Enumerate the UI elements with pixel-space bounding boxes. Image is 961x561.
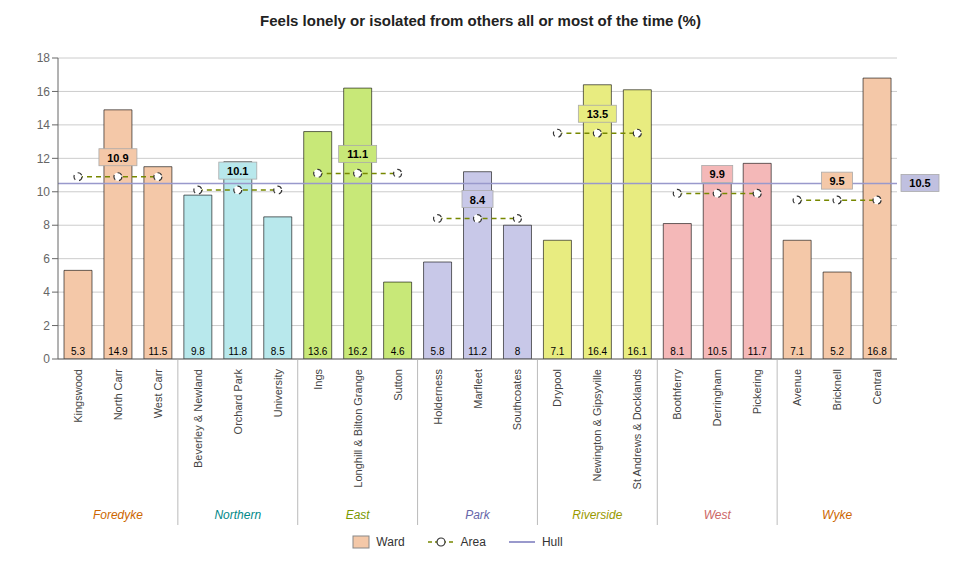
svg-text:Ings: Ings: [312, 369, 324, 390]
svg-text:West: West: [704, 508, 732, 522]
svg-text:Beverley & Newland: Beverley & Newland: [192, 369, 204, 468]
svg-text:10.5: 10.5: [909, 177, 930, 189]
svg-text:9.8: 9.8: [191, 346, 205, 357]
svg-text:Central: Central: [871, 369, 883, 404]
svg-text:12: 12: [37, 152, 51, 166]
svg-text:16: 16: [37, 85, 51, 99]
svg-text:8.1: 8.1: [670, 346, 684, 357]
svg-text:Park: Park: [465, 508, 491, 522]
svg-text:8: 8: [43, 218, 50, 232]
svg-text:18: 18: [37, 51, 51, 65]
svg-text:11.7: 11.7: [748, 346, 767, 357]
html-text:Ward: Ward: [376, 535, 405, 549]
svg-text:11.5: 11.5: [149, 346, 168, 357]
svg-text:10.5: 10.5: [708, 346, 728, 357]
html-text:Area: Area: [460, 535, 486, 549]
svg-text:11.8: 11.8: [228, 346, 247, 357]
svg-text:14: 14: [37, 118, 51, 132]
svg-text:Marfleet: Marfleet: [472, 369, 484, 409]
svg-text:Pickering: Pickering: [751, 369, 763, 414]
svg-text:16.4: 16.4: [588, 346, 608, 357]
svg-text:Orchard Park: Orchard Park: [232, 369, 244, 435]
svg-text:Boothferry: Boothferry: [671, 369, 683, 420]
svg-text:University: University: [272, 369, 284, 418]
svg-text:9.5: 9.5: [829, 175, 844, 187]
svg-text:Newington & Gipsyville: Newington & Gipsyville: [591, 369, 603, 482]
svg-text:11.1: 11.1: [347, 148, 368, 160]
svg-text:8.5: 8.5: [271, 346, 285, 357]
svg-text:8: 8: [515, 346, 521, 357]
svg-text:Holderness: Holderness: [432, 369, 444, 425]
html-text:Feels lonely or isolated from: Feels lonely or isolated from others all…: [260, 12, 701, 29]
svg-text:Drypool: Drypool: [551, 369, 563, 407]
svg-text:West Carr: West Carr: [152, 369, 164, 419]
svg-text:Sutton: Sutton: [392, 369, 404, 401]
svg-text:10.1: 10.1: [227, 165, 248, 177]
svg-text:13.6: 13.6: [308, 346, 328, 357]
svg-text:East: East: [346, 508, 371, 522]
svg-text:Wyke: Wyke: [822, 508, 852, 522]
svg-text:5.8: 5.8: [431, 346, 445, 357]
svg-text:Southcoates: Southcoates: [511, 369, 523, 431]
svg-text:5.2: 5.2: [830, 346, 844, 357]
html-text:Hull: Hull: [542, 535, 563, 549]
svg-text:7.1: 7.1: [550, 346, 564, 357]
svg-text:8.4: 8.4: [470, 194, 486, 206]
svg-text:7.1: 7.1: [790, 346, 804, 357]
svg-text:5.3: 5.3: [71, 346, 85, 357]
svg-text:Northern: Northern: [214, 508, 261, 522]
svg-text:14.9: 14.9: [108, 346, 128, 357]
svg-text:Avenue: Avenue: [791, 369, 803, 406]
svg-text:0: 0: [43, 352, 50, 366]
svg-text:16.8: 16.8: [867, 346, 887, 357]
svg-text:Kingswood: Kingswood: [72, 369, 84, 423]
svg-text:2: 2: [43, 319, 50, 333]
svg-text:Longhill & Bilton Grange: Longhill & Bilton Grange: [352, 369, 364, 488]
svg-text:10.9: 10.9: [107, 152, 128, 164]
svg-text:4.6: 4.6: [391, 346, 405, 357]
svg-text:Bricknell: Bricknell: [831, 369, 843, 411]
svg-text:6: 6: [43, 252, 50, 266]
svg-text:10: 10: [37, 185, 51, 199]
svg-text:St Andrews & Docklands: St Andrews & Docklands: [631, 369, 643, 490]
svg-text:Riverside: Riverside: [572, 508, 622, 522]
svg-text:Derringham: Derringham: [711, 369, 723, 426]
svg-text:16.1: 16.1: [628, 346, 648, 357]
svg-text:11.2: 11.2: [468, 346, 487, 357]
svg-text:16.2: 16.2: [348, 346, 368, 357]
svg-text:13.5: 13.5: [587, 108, 608, 120]
svg-text:Foredyke: Foredyke: [93, 508, 143, 522]
svg-text:9.9: 9.9: [710, 168, 725, 180]
svg-text:North Carr: North Carr: [112, 369, 124, 421]
svg-text:4: 4: [43, 285, 50, 299]
